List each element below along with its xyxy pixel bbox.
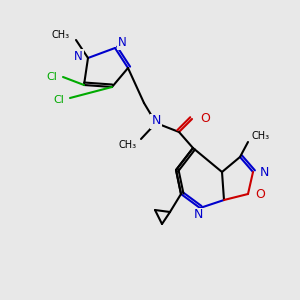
Text: CH₃: CH₃ xyxy=(252,131,270,141)
Text: N: N xyxy=(118,37,127,50)
Text: O: O xyxy=(255,188,265,202)
Text: N: N xyxy=(151,115,161,128)
Text: CH₃: CH₃ xyxy=(52,30,70,40)
Text: O: O xyxy=(200,112,210,124)
Text: Cl: Cl xyxy=(53,95,64,105)
Text: N: N xyxy=(74,50,83,62)
Text: N: N xyxy=(193,208,203,221)
Text: Cl: Cl xyxy=(46,72,57,82)
Text: CH₃: CH₃ xyxy=(119,140,137,150)
Text: N: N xyxy=(260,166,269,178)
